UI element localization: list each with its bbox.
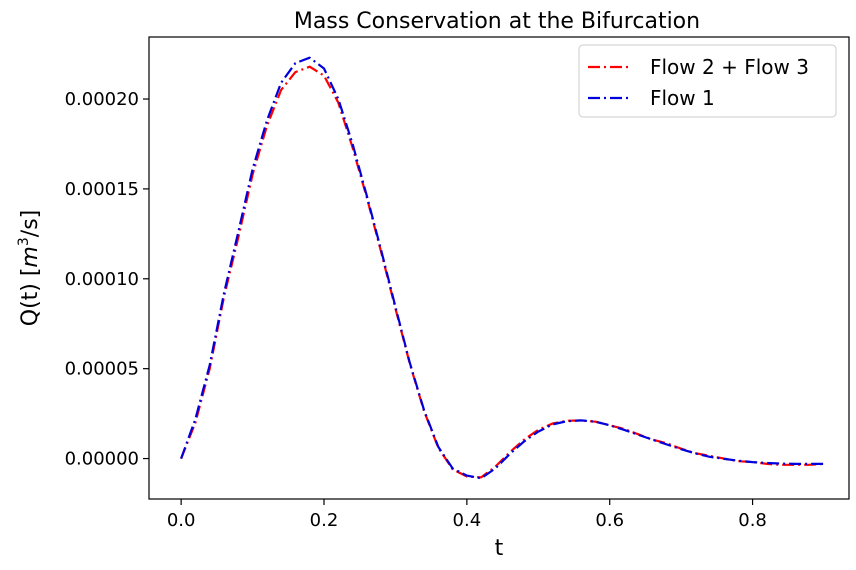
legend-label-0: Flow 2 + Flow 3 — [650, 55, 809, 79]
x-tick-label: 0.0 — [167, 510, 196, 531]
x-tick-label: 0.6 — [595, 510, 624, 531]
y-tick-label: 0.00015 — [65, 179, 139, 200]
y-tick-label: 0.00000 — [65, 449, 139, 470]
series-layer — [180, 56, 825, 480]
x-tick-label: 0.2 — [310, 510, 339, 531]
y-axis-label: Q(t) [m3/s] — [16, 210, 43, 327]
chart-title: Mass Conservation at the Bifurcation — [294, 9, 700, 34]
x-tick-label: 0.8 — [738, 510, 767, 531]
legend-box — [578, 44, 837, 118]
y-axis: 0.00000 0.00005 0.00010 0.00015 0.00020 — [65, 89, 149, 470]
y-tick-label: 0.00010 — [65, 269, 139, 290]
y-axis-label-exp: 3 — [16, 237, 32, 246]
x-tick-label: 0.4 — [453, 510, 482, 531]
y-axis-label-var: m — [18, 246, 43, 267]
legend: Flow 2 + Flow 3 Flow 1 — [578, 44, 837, 118]
x-axis-label: t — [495, 536, 504, 561]
y-tick-label: 0.00020 — [65, 89, 139, 110]
series-line-0 — [180, 65, 825, 479]
y-axis-label-suffix: /s] — [18, 210, 43, 237]
series-line-1 — [180, 56, 824, 480]
legend-label-1: Flow 1 — [650, 86, 715, 110]
y-axis-label-prefix: Q(t) [ — [18, 268, 43, 327]
plot-frame — [148, 36, 850, 500]
x-axis: 0.0 0.2 0.4 0.6 0.8 — [167, 499, 767, 531]
y-tick-label: 0.00005 — [65, 359, 139, 380]
